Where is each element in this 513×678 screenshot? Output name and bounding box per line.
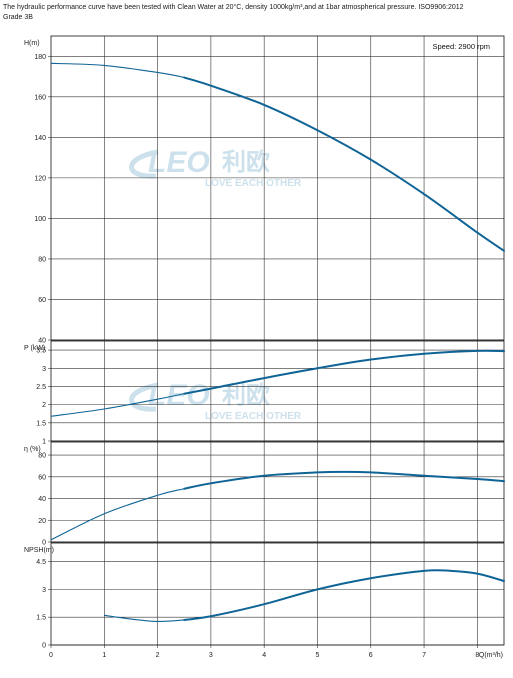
plot-frame <box>50 35 505 341</box>
test-conditions-line-1: The hydraulic performance curve have bee… <box>3 4 464 11</box>
x-axis-title: Q(m³/h) <box>479 652 503 659</box>
y-tick-label: 100 <box>34 216 46 223</box>
y-tick-label: 1.5 <box>36 615 46 622</box>
watermark-swoosh <box>129 149 159 179</box>
x-tick-label: 4 <box>262 652 266 659</box>
x-tick-label: 1 <box>102 652 106 659</box>
y-tick-label: 4.5 <box>36 559 46 566</box>
y-tick-label: 60 <box>38 297 46 304</box>
plot-frame <box>50 441 505 543</box>
y-tick-label: 20 <box>38 518 46 525</box>
test-conditions-line-2: Grade 3B <box>3 14 33 21</box>
y-tick-label: 80 <box>38 453 46 460</box>
watermark-brand: LEO <box>148 379 210 412</box>
chart-panel-1: 40 60 80 100 120 140 160 180 H(m) <box>24 35 505 345</box>
test-conditions-note: The hydraulic performance curve have bee… <box>3 3 508 23</box>
y-tick-label: 120 <box>34 175 46 182</box>
y-tick-label: 1.5 <box>36 420 46 427</box>
y-tick-label: 40 <box>38 496 46 503</box>
y-axis-title: H(m) <box>24 40 40 47</box>
y-tick-label: 160 <box>34 94 46 101</box>
performance-curve <box>104 569 505 623</box>
x-tick-label: 2 <box>156 652 160 659</box>
watermark-tagline: LOVE EACH OTHER <box>205 178 302 189</box>
y-tick-label: 40 <box>38 338 46 345</box>
y-tick-label: 0 <box>42 540 46 547</box>
y-tick-label: 60 <box>38 474 46 481</box>
watermark-chinese: 利欧 <box>222 148 270 176</box>
chart-panel-2: 1 1.5 2 2.5 3 3.5P (kW) <box>24 340 505 446</box>
performance-curve <box>50 471 505 541</box>
plot-frame <box>50 542 505 646</box>
speed-label: Speed: 2900 rpm <box>432 42 490 51</box>
performance-curve-operating-range <box>183 470 505 490</box>
performance-curve-operating-range <box>183 349 505 395</box>
y-tick-label: 80 <box>38 256 46 263</box>
y-tick-label: 3 <box>42 366 46 373</box>
chart-panel-3: 0 20 40 60 80η (%) <box>24 441 505 547</box>
y-tick-label: 2.5 <box>36 384 46 391</box>
plot-frame <box>50 340 505 442</box>
performance-curve-operating-range <box>183 76 505 252</box>
performance-curve-operating-range <box>183 569 505 621</box>
y-tick-label: 2 <box>42 402 46 409</box>
y-tick-label: 3.5 <box>36 348 46 355</box>
y-axis-title: NPSH(m) <box>24 547 54 554</box>
x-tick-label: 5 <box>316 652 320 659</box>
performance-curve <box>50 350 505 417</box>
y-axis-title: P (kW) <box>24 345 45 352</box>
y-tick-label: 1 <box>42 439 46 446</box>
watermark-brand: LEO <box>148 146 210 179</box>
watermark-swoosh <box>129 382 159 412</box>
y-tick-label: 0 <box>42 643 46 650</box>
performance-curve <box>50 62 505 252</box>
x-tick-label: 8 <box>475 652 479 659</box>
leo-watermark-logo: LEO 利欧 LOVE EACH OTHER <box>129 146 302 189</box>
x-tick-label: 0 <box>49 652 53 659</box>
x-tick-label: 6 <box>369 652 373 659</box>
x-tick-label: 3 <box>209 652 213 659</box>
y-tick-label: 140 <box>34 135 46 142</box>
x-tick-label: 7 <box>422 652 426 659</box>
watermark-tagline: LOVE EACH OTHER <box>205 411 302 422</box>
y-axis-title: η (%) <box>24 446 41 453</box>
y-tick-label: 180 <box>34 54 46 61</box>
y-tick-label: 3 <box>42 587 46 594</box>
